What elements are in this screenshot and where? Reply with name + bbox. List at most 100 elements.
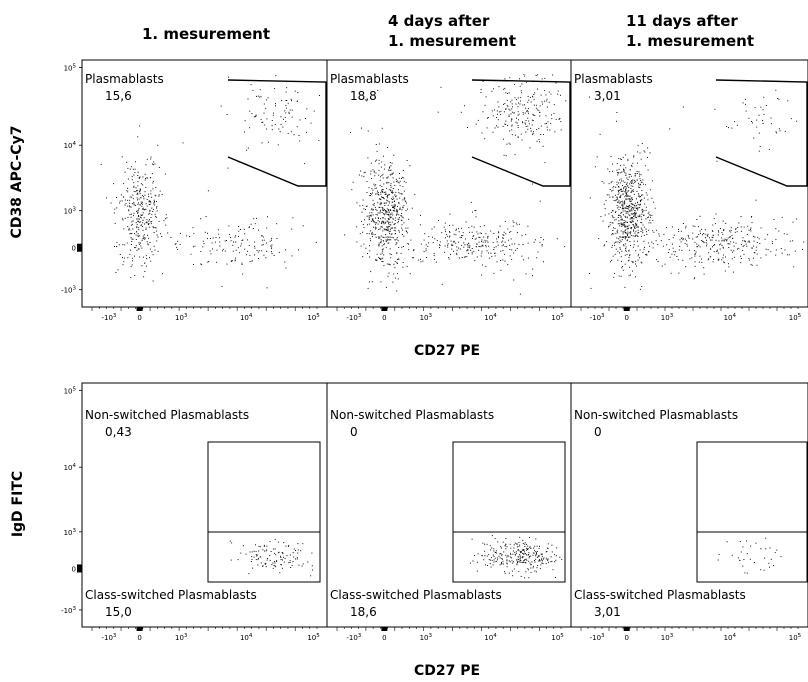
event-dot xyxy=(701,258,702,260)
event-dot xyxy=(136,231,138,233)
event-dot xyxy=(402,206,404,208)
event-dot xyxy=(202,240,204,242)
event-dot xyxy=(512,220,514,222)
event-dot xyxy=(620,241,622,243)
event-dot xyxy=(470,201,472,203)
event-dot xyxy=(388,239,390,241)
event-dot xyxy=(402,207,404,209)
x-tick-label: 103 xyxy=(661,633,674,642)
event-dot xyxy=(491,547,493,549)
event-dot xyxy=(633,215,635,217)
event-dot xyxy=(628,237,630,239)
event-dot xyxy=(621,224,623,226)
event-dot xyxy=(399,209,401,210)
event-dot xyxy=(633,156,635,158)
event-dot xyxy=(527,125,529,127)
event-dot xyxy=(703,267,705,269)
event-dot xyxy=(635,224,637,226)
event-dot xyxy=(534,549,535,551)
event-dot xyxy=(788,254,790,256)
event-dot xyxy=(617,193,619,195)
event-dot xyxy=(497,235,499,237)
event-dot xyxy=(504,572,506,574)
event-dot xyxy=(379,207,381,208)
event-dot xyxy=(664,263,666,265)
x-tick-label: 105 xyxy=(307,313,320,322)
event-dot xyxy=(148,226,150,228)
event-dot xyxy=(503,551,505,553)
event-dot xyxy=(467,245,469,247)
event-dot xyxy=(143,196,144,198)
event-dot xyxy=(139,256,141,258)
event-dot xyxy=(125,203,127,205)
event-dot xyxy=(523,560,525,562)
event-dot xyxy=(274,565,276,567)
event-dot xyxy=(138,248,140,250)
event-dot xyxy=(489,545,491,547)
event-dot xyxy=(389,253,391,255)
event-dot xyxy=(376,193,378,195)
event-dot xyxy=(540,134,542,135)
event-dot xyxy=(387,195,388,197)
event-dot xyxy=(722,257,724,259)
event-dot xyxy=(655,229,657,231)
event-dot xyxy=(375,208,377,210)
event-dot xyxy=(541,244,543,246)
event-dot xyxy=(748,240,750,242)
event-dot xyxy=(300,550,302,552)
event-dot xyxy=(482,241,484,243)
event-dot xyxy=(458,228,459,230)
event-dot xyxy=(620,201,622,203)
event-dot xyxy=(635,173,637,175)
event-dot xyxy=(254,254,255,256)
event-dot xyxy=(537,74,539,76)
event-dot xyxy=(695,251,697,253)
event-dot xyxy=(640,261,642,263)
event-dot xyxy=(256,250,258,251)
event-dot xyxy=(497,559,498,561)
event-dot xyxy=(750,545,752,547)
event-dot xyxy=(210,253,212,255)
event-dot xyxy=(627,160,629,162)
event-dot xyxy=(375,160,376,162)
event-dot xyxy=(373,226,375,228)
event-dot xyxy=(617,189,619,191)
event-dot xyxy=(521,139,523,141)
event-dot xyxy=(624,243,626,245)
event-dot xyxy=(496,552,498,554)
event-dot xyxy=(692,238,694,240)
event-dot xyxy=(502,244,504,246)
event-dot xyxy=(371,219,373,221)
event-dot xyxy=(387,200,389,202)
event-dot xyxy=(142,209,144,211)
event-dot xyxy=(150,217,152,218)
event-dot xyxy=(386,181,388,183)
event-dot xyxy=(485,245,487,246)
event-dot xyxy=(489,563,491,564)
event-dot xyxy=(161,236,163,237)
event-dot xyxy=(636,226,638,228)
event-dot xyxy=(508,92,510,94)
event-dot xyxy=(525,273,527,275)
event-dot xyxy=(539,200,541,202)
event-dot xyxy=(546,129,548,131)
event-dot xyxy=(205,216,207,217)
event-dot xyxy=(474,555,476,556)
event-dot xyxy=(398,258,400,260)
event-dot xyxy=(154,204,156,206)
event-dot xyxy=(510,113,512,115)
event-dot xyxy=(150,156,152,158)
event-dot xyxy=(714,244,715,246)
event-dot xyxy=(131,179,133,181)
scatter-dots-row1-panel2 xyxy=(344,74,567,295)
event-dot xyxy=(748,229,750,231)
event-dot xyxy=(486,250,488,252)
event-dot xyxy=(306,108,308,110)
event-dot xyxy=(266,250,268,252)
event-dot xyxy=(233,241,235,243)
event-dot xyxy=(143,276,145,278)
event-dot xyxy=(159,190,161,192)
event-dot xyxy=(617,241,619,243)
event-dot xyxy=(626,182,628,184)
event-dot xyxy=(796,120,798,122)
